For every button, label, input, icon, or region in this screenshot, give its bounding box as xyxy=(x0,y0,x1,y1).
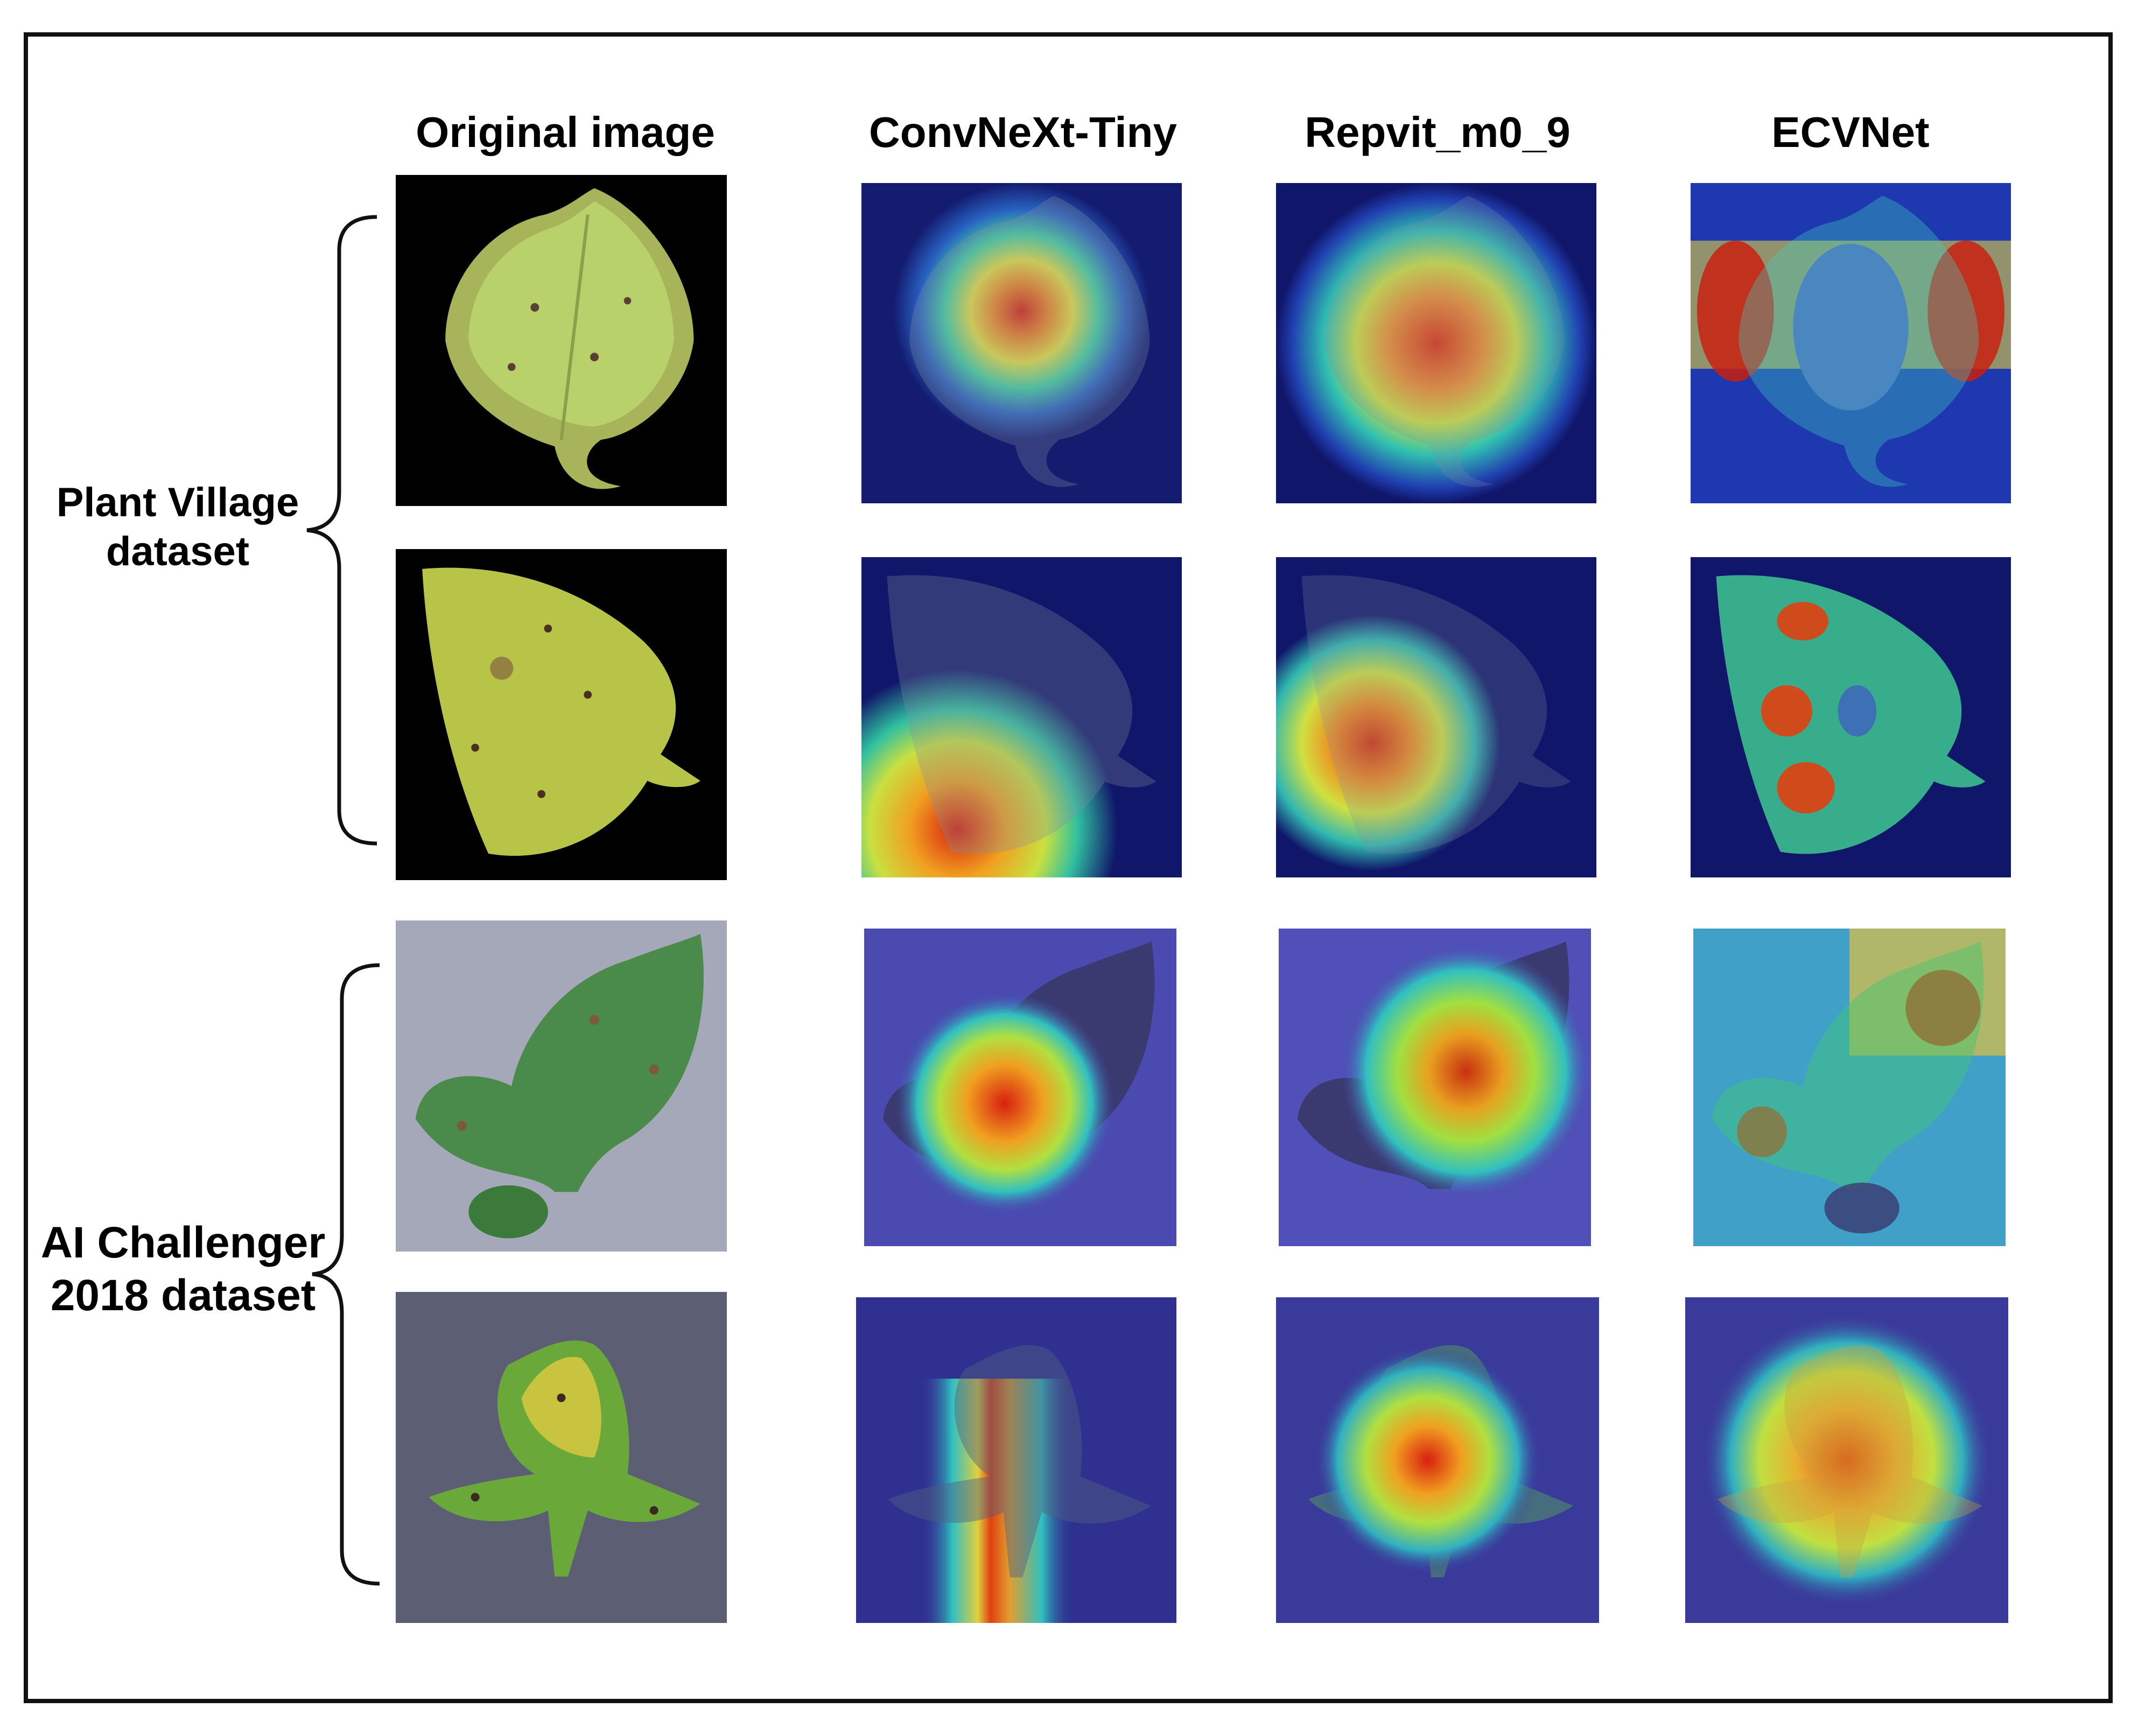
column-header-repvit: Repvit_m0_9 xyxy=(1305,108,1571,156)
original-image-ai-2 xyxy=(396,1292,727,1623)
row-group-label-line1: AI Challenger xyxy=(40,1218,326,1267)
column-header-ecvnet: ECVNet xyxy=(1771,108,1930,156)
column-header-original: Original image xyxy=(416,108,715,156)
brace-plant-village xyxy=(306,215,377,846)
heatmap-ecvnet-pv-2 xyxy=(1691,557,2011,877)
heatmap-convnext-pv-2 xyxy=(861,557,1182,877)
heatmap-ecvnet-ai-2 xyxy=(1685,1297,2008,1623)
heatmap-convnext-pv-1 xyxy=(861,183,1182,503)
original-image-pv-2 xyxy=(396,549,727,880)
brace-ai-challenger xyxy=(312,963,380,1586)
original-image-pv-1 xyxy=(396,175,727,506)
row-group-label-plant-village: Plant Village dataset xyxy=(32,478,323,576)
heatmap-repvit-ai-2 xyxy=(1276,1297,1599,1623)
column-header-convnext: ConvNeXt-Tiny xyxy=(869,108,1177,156)
heatmap-repvit-pv-2 xyxy=(1276,557,1596,877)
row-group-label-line1: Plant Village xyxy=(56,480,299,525)
heatmap-repvit-pv-1 xyxy=(1276,183,1596,503)
heatmap-convnext-ai-1 xyxy=(864,929,1176,1246)
heatmap-ecvnet-ai-1 xyxy=(1693,929,2006,1246)
original-image-ai-1 xyxy=(396,920,727,1252)
heatmap-repvit-ai-1 xyxy=(1279,929,1591,1246)
row-group-label-line2: dataset xyxy=(106,529,250,575)
heatmap-convnext-ai-2 xyxy=(856,1297,1176,1623)
heatmap-ecvnet-pv-1 xyxy=(1691,183,2011,503)
row-group-label-ai-challenger: AI Challenger 2018 dataset xyxy=(27,1217,339,1323)
row-group-label-line2: 2018 dataset xyxy=(50,1271,316,1320)
